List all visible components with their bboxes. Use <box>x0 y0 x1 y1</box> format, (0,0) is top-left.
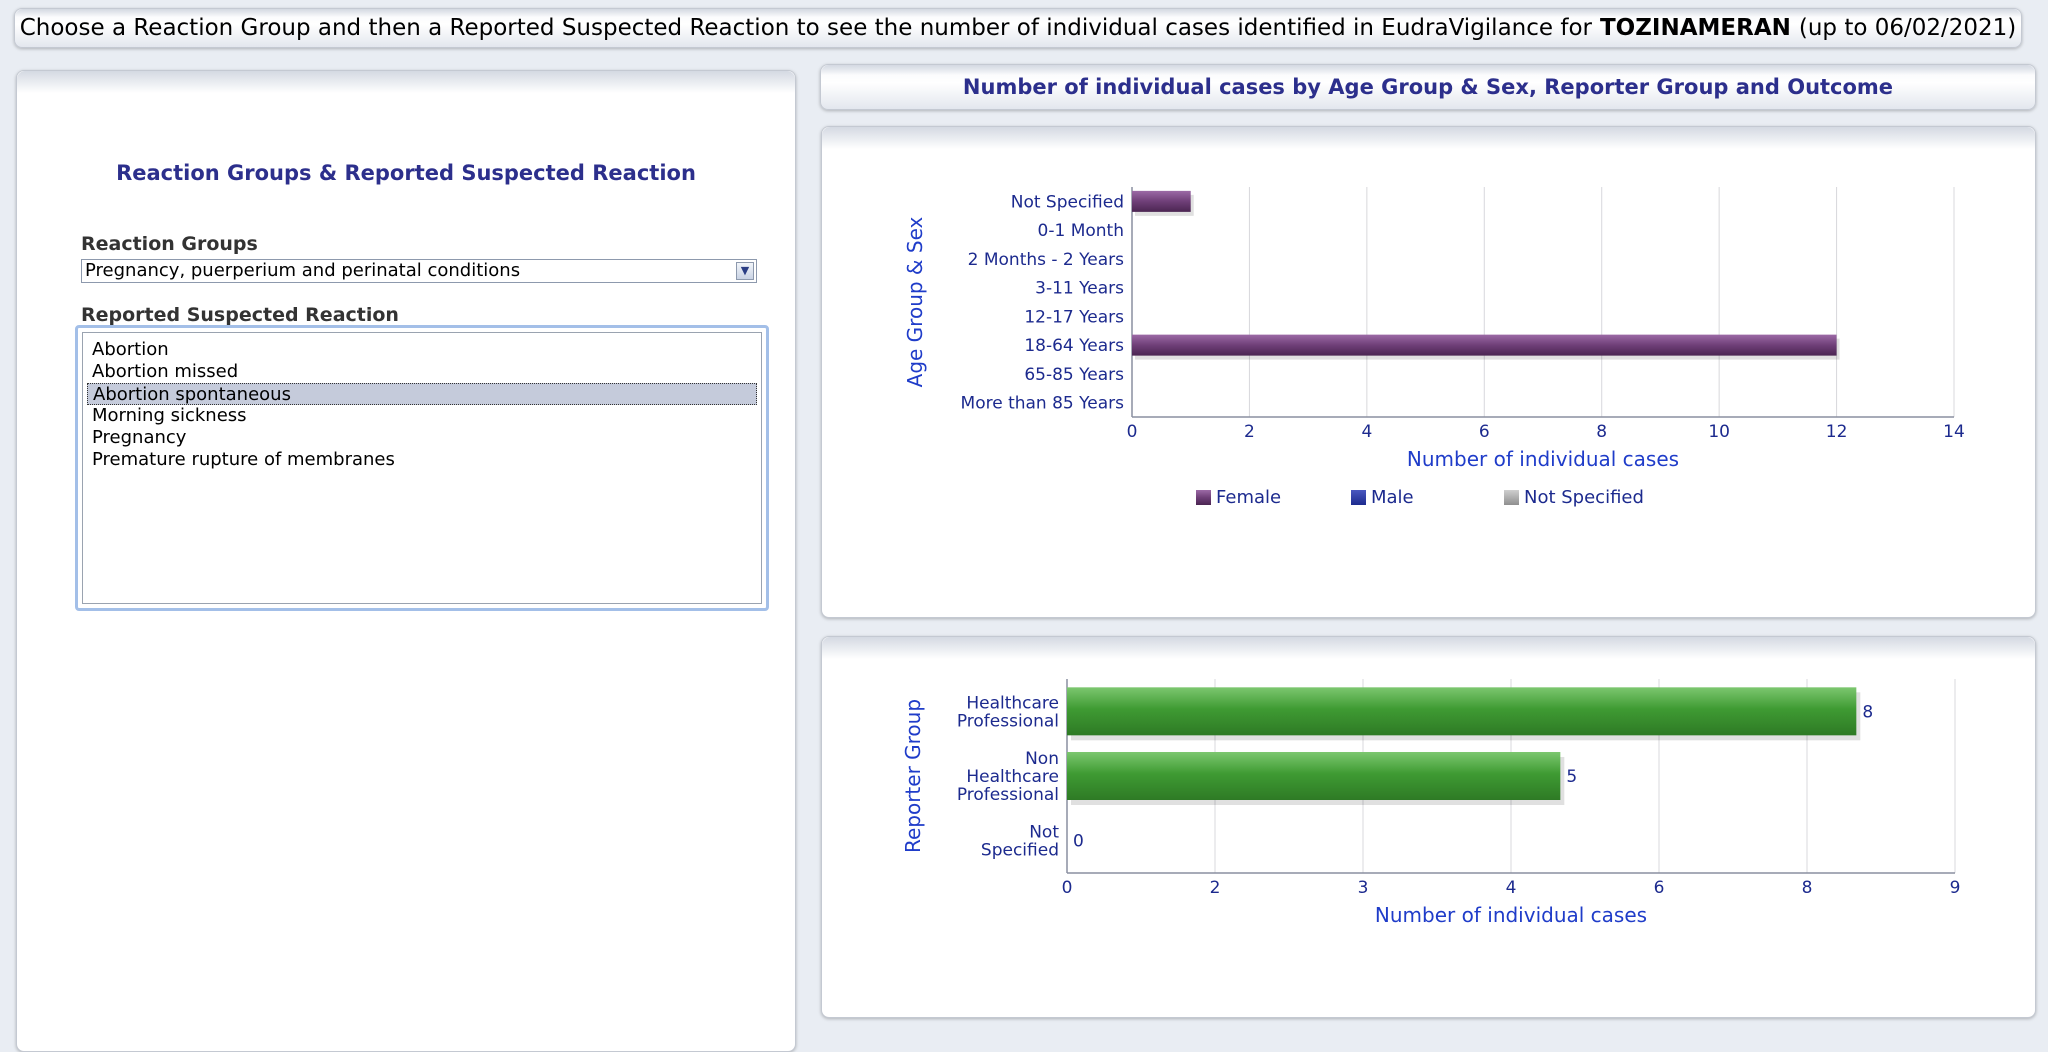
x-tick-label: 6 <box>1654 878 1665 898</box>
x-axis-title: Number of individual cases <box>1407 447 1679 471</box>
reaction-group-selected: Pregnancy, puerperium and perinatal cond… <box>85 260 521 281</box>
reported-reaction-label: Reported Suspected Reaction <box>81 304 399 326</box>
date-range-text: (up to 06/02/2021) <box>1798 15 2017 41</box>
charts-title: Number of individual cases by Age Group … <box>962 75 1894 99</box>
reporter-group-chart-panel: 0 2 3 4 6 8 9 Healthcare Professional 8 Non Healthc… <box>821 636 2036 1018</box>
reaction-panel-title: Reaction Groups & Reported Suspected Rea… <box>116 161 696 185</box>
age-sex-chart-panel: 0 2 4 6 8 10 12 14 Not Specified 0-1 Month 2 Month… <box>821 126 2036 618</box>
x-tick-label: 12 <box>1826 422 1848 442</box>
x-tick-label: 10 <box>1708 422 1730 442</box>
legend-label: Female <box>1216 487 1281 508</box>
data-label: 5 <box>1566 767 1577 787</box>
x-tick-label: 4 <box>1361 422 1372 442</box>
x-axis-title: Number of individual cases <box>1375 903 1647 927</box>
x-tick-label: 8 <box>1802 878 1813 898</box>
x-tick-label: 14 <box>1943 422 1965 442</box>
list-item[interactable]: Premature rupture of membranes <box>92 449 395 470</box>
list-item[interactable]: Pregnancy <box>92 427 187 448</box>
y-tick-label: Not Specified <box>981 823 1059 861</box>
bar-reporter-group <box>1067 752 1561 800</box>
list-item[interactable]: Abortion missed <box>92 361 239 382</box>
list-item[interactable]: Abortion <box>92 339 169 360</box>
x-tick-label: 3 <box>1358 878 1369 898</box>
instruction-text: Choose a Reaction Group and then a Repor… <box>19 15 1592 41</box>
data-label: 8 <box>1862 702 1873 722</box>
instruction-banner: Choose a Reaction Group and then a Repor… <box>14 8 2022 48</box>
y-tick-label: 18-64 Years <box>1024 336 1124 356</box>
y-tick-label: 0-1 Month <box>1038 221 1124 241</box>
chevron-down-icon[interactable]: ▼ <box>736 262 754 280</box>
x-tick-label: 0 <box>1062 878 1073 898</box>
x-tick-label: 2 <box>1210 878 1221 898</box>
y-tick-label: Not Specified <box>1011 192 1124 212</box>
y-tick-label: 3-11 Years <box>1035 279 1124 299</box>
legend-swatch <box>1351 490 1366 505</box>
x-tick-label: 2 <box>1244 422 1255 442</box>
y-tick-label: 12-17 Years <box>1024 307 1124 327</box>
reaction-listbox[interactable]: Abortion Abortion missed Abortion sponta… <box>75 325 769 611</box>
x-tick-label: 8 <box>1596 422 1607 442</box>
y-axis-title: Age Group & Sex <box>903 216 927 387</box>
reaction-group-dropdown[interactable]: Pregnancy, puerperium and perinatal cond… <box>81 259 757 283</box>
list-item-selected[interactable]: Abortion spontaneous <box>87 383 757 405</box>
list-item[interactable]: Morning sickness <box>92 405 247 426</box>
legend-label: Not Specified <box>1524 487 1644 508</box>
legend-label: Male <box>1371 487 1414 508</box>
reaction-groups-label: Reaction Groups <box>81 233 258 255</box>
reaction-selection-panel: Reaction Groups & Reported Suspected Rea… <box>16 70 796 1052</box>
y-axis-title: Reporter Group <box>901 699 925 853</box>
y-tick-label: 2 Months - 2 Years <box>968 250 1125 270</box>
y-tick-label: 65-85 Years <box>1024 365 1124 385</box>
y-tick-label: More than 85 Years <box>961 394 1125 414</box>
x-tick-label: 9 <box>1950 878 1961 898</box>
legend-swatch <box>1196 490 1211 505</box>
charts-header: Number of individual cases by Age Group … <box>820 64 2036 110</box>
x-tick-label: 4 <box>1506 878 1517 898</box>
reporter-group-chart: 0 2 3 4 6 8 9 Healthcare Professional 8 Non Healthc… <box>901 679 1961 927</box>
data-label: 0 <box>1073 832 1084 852</box>
y-tick-label: Non Healthcare Professional <box>957 749 1059 805</box>
bar-reporter-group <box>1067 687 1857 736</box>
bar-female <box>1132 190 1191 212</box>
drug-name: TOZINAMERAN <box>1599 15 1791 41</box>
x-tick-label: 0 <box>1127 422 1138 442</box>
x-tick-label: 6 <box>1479 422 1490 442</box>
bar-female <box>1132 334 1837 356</box>
age-sex-chart: 0 2 4 6 8 10 12 14 Not Specified 0-1 Month 2 Month… <box>903 187 1965 508</box>
y-tick-label: Healthcare Professional <box>957 693 1059 731</box>
legend-swatch <box>1504 490 1519 505</box>
